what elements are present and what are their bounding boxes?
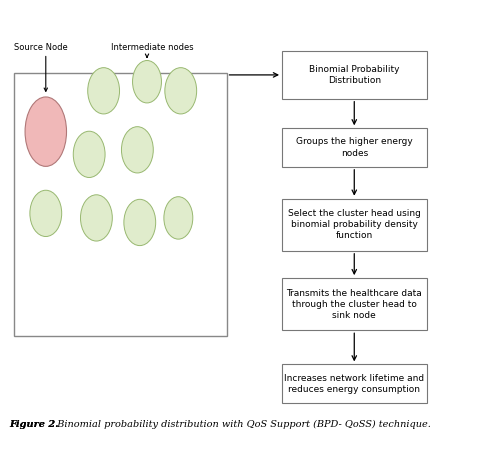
Ellipse shape xyxy=(121,127,153,173)
Text: Binomial Probability
Distribution: Binomial Probability Distribution xyxy=(309,65,400,85)
Ellipse shape xyxy=(164,197,193,239)
Text: Intermediate nodes: Intermediate nodes xyxy=(110,43,193,52)
Ellipse shape xyxy=(25,97,67,166)
Ellipse shape xyxy=(73,131,105,178)
FancyBboxPatch shape xyxy=(282,278,427,331)
Ellipse shape xyxy=(165,68,197,114)
FancyBboxPatch shape xyxy=(282,51,427,99)
Text: Increases network lifetime and
reduces energy consumption: Increases network lifetime and reduces e… xyxy=(284,374,424,394)
Text: Figure 2.: Figure 2. xyxy=(10,420,59,429)
Ellipse shape xyxy=(88,68,120,114)
Ellipse shape xyxy=(30,190,62,237)
FancyBboxPatch shape xyxy=(282,364,427,403)
FancyBboxPatch shape xyxy=(282,128,427,167)
Text: Figure 2.: Figure 2. xyxy=(10,420,59,429)
Ellipse shape xyxy=(124,199,156,246)
Bar xyxy=(14,73,227,336)
Text: Source Node: Source Node xyxy=(14,43,68,52)
Text: Transmits the healthcare data
through the cluster head to
sink node: Transmits the healthcare data through th… xyxy=(286,289,422,320)
Ellipse shape xyxy=(80,195,112,241)
Text: Select the cluster head using
binomial probability density
function: Select the cluster head using binomial p… xyxy=(288,209,421,240)
Text: Groups the higher energy
nodes: Groups the higher energy nodes xyxy=(296,138,413,158)
Text: Binomial probability distribution with QoS Support (BPD- QoSS) technique.: Binomial probability distribution with Q… xyxy=(51,420,430,429)
Ellipse shape xyxy=(133,60,161,103)
FancyBboxPatch shape xyxy=(282,199,427,251)
